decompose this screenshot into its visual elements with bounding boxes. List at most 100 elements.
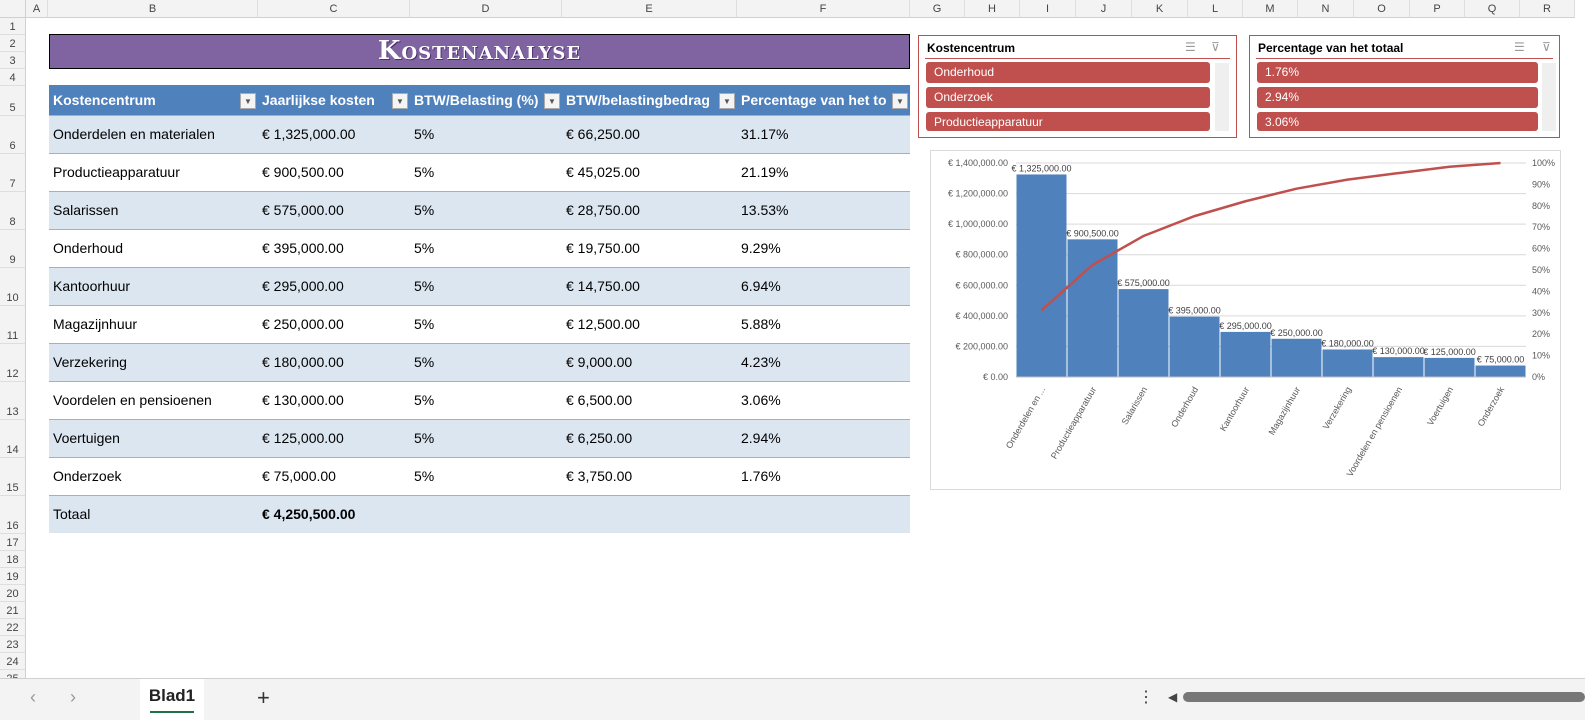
row-header[interactable]: 10 [0, 268, 26, 306]
column-header[interactable]: M [1243, 0, 1298, 18]
table-cell[interactable]: Kantoorhuur [49, 266, 258, 305]
slicer-item[interactable]: Onderzoek [926, 87, 1210, 108]
bar[interactable] [1271, 338, 1322, 377]
row-header[interactable]: 21 [0, 602, 26, 619]
table-cell[interactable]: € 575,000.00 [258, 190, 410, 229]
row-header[interactable]: 22 [0, 619, 26, 636]
row-header[interactable]: 2 [0, 35, 26, 52]
table-cell[interactable]: 5% [410, 304, 562, 343]
table-cell[interactable]: € 66,250.00 [562, 114, 737, 153]
table-cell[interactable]: Salarissen [49, 190, 258, 229]
row-header[interactable]: 24 [0, 653, 26, 670]
bar[interactable] [1118, 289, 1169, 377]
row-header[interactable]: 9 [0, 230, 26, 268]
table-cell[interactable]: 3.06% [737, 380, 910, 419]
table-cell[interactable]: € 1,325,000.00 [258, 114, 410, 153]
pareto-chart[interactable]: € 0.00 € 200,000.00 € 400,000.00 € 600,000.… [930, 150, 1561, 490]
multi-select-icon[interactable]: ☰ [1514, 40, 1525, 54]
table-cell[interactable]: € 75,000.00 [258, 456, 410, 495]
table-cell[interactable]: € 250,000.00 [258, 304, 410, 343]
filter-dropdown-button[interactable]: ▼ [240, 93, 256, 109]
table-cell[interactable]: 21.19% [737, 152, 910, 191]
column-header[interactable]: A [26, 0, 48, 18]
row-header[interactable]: 5 [0, 86, 26, 116]
table-cell[interactable]: € 19,750.00 [562, 228, 737, 267]
column-header[interactable]: L [1188, 0, 1243, 18]
clear-filter-icon[interactable]: ⊽ [1211, 40, 1220, 54]
table-cell[interactable]: Onderzoek [49, 456, 258, 495]
slicer-item[interactable]: 1.76% [1257, 62, 1538, 83]
column-header[interactable]: P [1410, 0, 1465, 18]
row-header[interactable]: 18 [0, 551, 26, 568]
filter-dropdown-button[interactable]: ▼ [544, 93, 560, 109]
select-all-corner[interactable] [0, 0, 26, 18]
more-options-icon[interactable]: ⋮ [1138, 689, 1154, 706]
column-header[interactable]: B [48, 0, 258, 18]
table-cell[interactable]: € 180,000.00 [258, 342, 410, 381]
row-header[interactable]: 16 [0, 496, 26, 534]
column-header[interactable]: J [1076, 0, 1132, 18]
column-header[interactable]: O [1354, 0, 1410, 18]
row-header[interactable]: 1 [0, 18, 26, 35]
slicer-item[interactable]: Onderhoud [926, 62, 1210, 83]
cumulative-line[interactable] [1040, 161, 1501, 312]
table-cell[interactable] [737, 494, 910, 533]
column-header[interactable]: E [562, 0, 737, 18]
bar[interactable] [1373, 357, 1424, 377]
row-header[interactable]: 8 [0, 192, 26, 230]
column-header[interactable]: C [258, 0, 410, 18]
table-cell[interactable]: € 14,750.00 [562, 266, 737, 305]
column-header[interactable]: F [737, 0, 910, 18]
bar[interactable] [1016, 174, 1067, 377]
table-cell[interactable]: Voordelen en pensioenen [49, 380, 258, 419]
table-cell[interactable]: € 6,250.00 [562, 418, 737, 457]
table-cell[interactable]: 13.53% [737, 190, 910, 229]
filter-dropdown-button[interactable]: ▼ [392, 93, 408, 109]
table-cell[interactable] [410, 494, 562, 533]
row-header[interactable]: 20 [0, 585, 26, 602]
row-header[interactable]: 23 [0, 636, 26, 653]
table-cell[interactable]: 5% [410, 266, 562, 305]
prev-sheet-icon[interactable]: ‹ [30, 687, 36, 707]
slicer-item[interactable]: 3.06% [1257, 112, 1538, 131]
table-cell[interactable]: 5% [410, 190, 562, 229]
table-cell[interactable]: 5.88% [737, 304, 910, 343]
column-header[interactable]: R [1520, 0, 1575, 18]
slicer-item[interactable]: 2.94% [1257, 87, 1538, 108]
multi-select-icon[interactable]: ☰ [1185, 40, 1196, 54]
total-label[interactable]: Totaal [49, 494, 258, 533]
row-header[interactable]: 15 [0, 458, 26, 496]
table-cell[interactable]: Productieapparatuur [49, 152, 258, 191]
row-header[interactable]: 17 [0, 534, 26, 551]
column-header[interactable]: K [1132, 0, 1188, 18]
table-cell[interactable]: 5% [410, 456, 562, 495]
table-cell[interactable]: Onderdelen en materialen [49, 114, 258, 153]
column-header[interactable]: G [910, 0, 965, 18]
scroll-left-icon[interactable]: ◀ [1168, 690, 1178, 704]
table-cell[interactable]: 9.29% [737, 228, 910, 267]
total-value[interactable]: € 4,250,500.00 [258, 494, 410, 533]
table-cell[interactable]: 2.94% [737, 418, 910, 457]
table-cell[interactable]: € 295,000.00 [258, 266, 410, 305]
table-cell[interactable]: 4.23% [737, 342, 910, 381]
add-sheet-button[interactable]: + [257, 685, 270, 710]
clear-filter-icon[interactable]: ⊽ [1542, 40, 1551, 54]
table-cell[interactable]: 6.94% [737, 266, 910, 305]
table-cell[interactable]: 1.76% [737, 456, 910, 495]
table-cell[interactable]: Verzekering [49, 342, 258, 381]
row-header[interactable]: 19 [0, 568, 26, 585]
table-cell[interactable]: Magazijnhuur [49, 304, 258, 343]
table-cell[interactable]: € 395,000.00 [258, 228, 410, 267]
column-header[interactable]: I [1020, 0, 1076, 18]
table-cell[interactable]: € 900,500.00 [258, 152, 410, 191]
table-cell[interactable]: 5% [410, 418, 562, 457]
bar[interactable] [1475, 365, 1526, 377]
slicer-scrollbar[interactable] [1215, 63, 1229, 131]
table-cell[interactable]: 31.17% [737, 114, 910, 153]
row-header[interactable]: 12 [0, 344, 26, 382]
column-header[interactable]: H [965, 0, 1020, 18]
sheet-tab-blad1[interactable]: Blad1 [140, 679, 204, 721]
table-cell[interactable]: € 9,000.00 [562, 342, 737, 381]
column-header[interactable]: Q [1465, 0, 1520, 18]
table-cell[interactable]: 5% [410, 114, 562, 153]
